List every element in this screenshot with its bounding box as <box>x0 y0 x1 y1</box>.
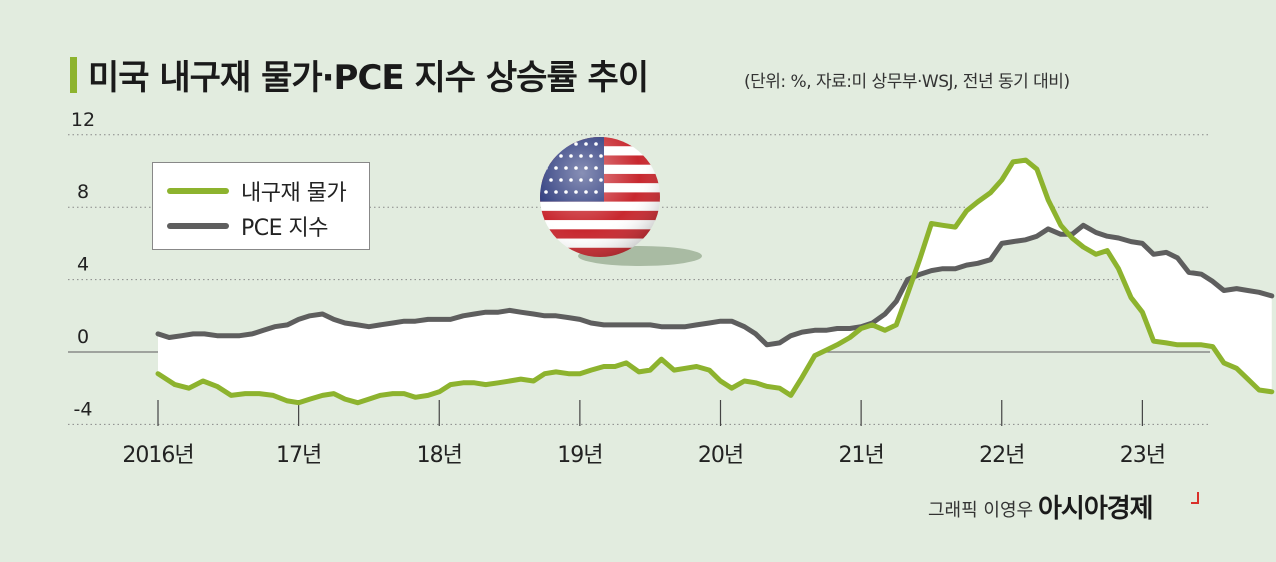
x-axis: 2016년 17년 18년 19년 20년 21년 22년 23년 <box>122 400 1166 468</box>
chart-subtitle: (단위: %, 자료:미 상무부·WSJ, 전년 동기 대비) <box>744 72 1070 92</box>
legend-item-durable-goods: 내구재 물가 <box>167 176 347 206</box>
legend: 내구재 물가 PCE 지수 <box>152 162 370 250</box>
x-tick-label: 17년 <box>276 443 321 468</box>
y-tick-label: 12 <box>71 109 95 131</box>
y-tick-label: 0 <box>77 326 89 348</box>
y-axis-tick-labels: 12 8 4 0 -4 <box>71 109 95 421</box>
legend-label: PCE 지수 <box>241 216 329 241</box>
series-line-pce <box>155 222 1275 348</box>
legend-swatch <box>167 223 229 229</box>
chart-title: 미국 내구재 물가·PCE 지수 상승률 추이 <box>88 58 649 98</box>
x-tick-label: 23년 <box>1120 443 1165 468</box>
x-tick-label: 20년 <box>698 443 743 468</box>
series-lines <box>155 157 1275 406</box>
title-accent-bar <box>70 57 77 93</box>
legend-label: 내구재 물가 <box>241 181 347 206</box>
series-gap-fill <box>158 160 1272 403</box>
legend-swatch <box>167 188 229 194</box>
x-tick-label: 18년 <box>417 443 462 468</box>
x-tick-label: 19년 <box>557 443 602 468</box>
y-tick-label: 8 <box>77 181 89 203</box>
brand-logo: 아시아경제 <box>1038 494 1154 524</box>
legend-item-pce: PCE 지수 <box>167 211 329 241</box>
brand-mark-icon <box>1191 492 1199 504</box>
graphic-credit: 그래픽 이영우 <box>928 500 1034 521</box>
series-line-durable-goods <box>155 157 1275 406</box>
y-tick-label: 4 <box>77 254 89 276</box>
x-tick-label: 21년 <box>839 443 884 468</box>
x-tick-label: 2016년 <box>122 443 193 468</box>
x-tick-label: 22년 <box>979 443 1024 468</box>
us-flag-icon <box>540 137 702 266</box>
area-between-series <box>158 160 1272 403</box>
y-tick-label: -4 <box>74 398 93 420</box>
